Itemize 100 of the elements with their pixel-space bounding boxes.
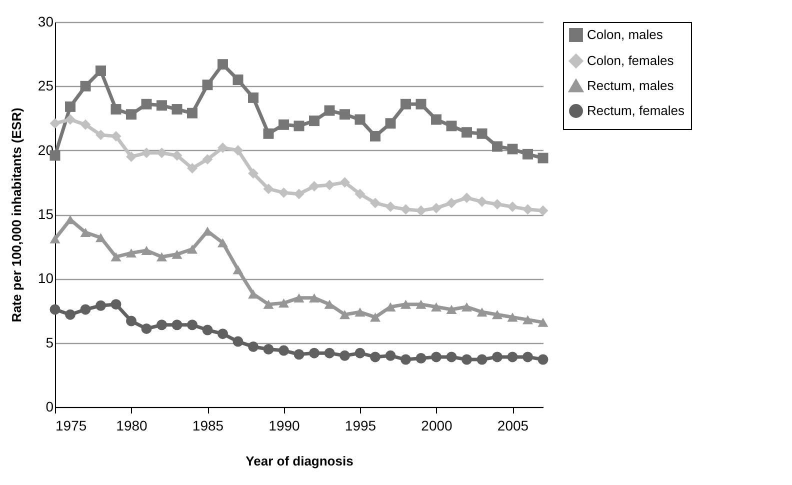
- point: [202, 154, 213, 165]
- point: [416, 353, 426, 364]
- y-tick-label: 25: [38, 78, 54, 94]
- point: [370, 130, 380, 142]
- point: [370, 312, 380, 322]
- point: [65, 309, 76, 320]
- point: [492, 198, 502, 210]
- point: [50, 304, 60, 315]
- legend-label: Colon, females: [587, 53, 674, 68]
- point: [232, 145, 244, 156]
- point: [80, 228, 91, 238]
- point: [538, 205, 548, 216]
- point: [340, 310, 350, 320]
- point: [187, 163, 198, 174]
- point: [278, 187, 289, 198]
- point: [263, 344, 274, 354]
- y-tick-label: 30: [38, 14, 54, 30]
- point: [416, 98, 426, 110]
- point: [65, 114, 76, 125]
- point: [400, 204, 411, 215]
- point: [187, 320, 198, 330]
- point: [370, 352, 380, 362]
- point: [492, 141, 502, 152]
- point: [126, 316, 136, 326]
- point: [218, 328, 228, 340]
- point: [172, 320, 182, 330]
- point: [278, 298, 289, 308]
- point: [400, 300, 411, 309]
- point: [492, 310, 502, 320]
- point: [248, 168, 258, 179]
- point: [232, 265, 244, 274]
- point: [538, 152, 548, 164]
- point: [446, 352, 457, 362]
- point: [340, 177, 350, 188]
- point: [354, 188, 366, 200]
- point: [385, 202, 396, 212]
- y-tick-label: 5: [46, 334, 54, 350]
- point: [294, 349, 304, 360]
- point: [156, 320, 167, 330]
- point: [324, 300, 335, 309]
- point: [80, 119, 91, 130]
- point: [522, 204, 533, 215]
- point: [141, 98, 152, 110]
- x-tick-label: 1980: [116, 418, 148, 434]
- point: [141, 323, 152, 334]
- point: [476, 307, 488, 317]
- point: [522, 315, 533, 324]
- point: [354, 307, 366, 317]
- point: [141, 246, 152, 255]
- point: [324, 348, 335, 358]
- point: [446, 304, 457, 314]
- point: [309, 293, 320, 302]
- point: [248, 341, 258, 352]
- point: [218, 59, 228, 70]
- point: [446, 120, 457, 132]
- point: [400, 354, 411, 365]
- point: [522, 352, 533, 362]
- point: [354, 348, 366, 358]
- point: [248, 92, 258, 103]
- point: [126, 152, 136, 162]
- point: [232, 336, 244, 347]
- point: [309, 181, 320, 192]
- legend-label: Rectum, females: [587, 103, 686, 118]
- point: [110, 299, 122, 310]
- point: [431, 352, 442, 362]
- x-axis-title: Year of diagnosis: [246, 454, 354, 468]
- point: [248, 290, 258, 299]
- legend-label: Colon, males: [587, 27, 664, 42]
- point: [80, 304, 91, 315]
- point: [218, 142, 228, 154]
- point: [202, 324, 213, 336]
- point: [263, 300, 274, 309]
- point: [110, 130, 122, 142]
- x-tick-label: 2005: [497, 418, 529, 434]
- x-tick-label: 1990: [268, 418, 300, 434]
- point: [476, 354, 488, 365]
- point: [294, 120, 304, 132]
- point: [263, 128, 274, 139]
- point: [522, 148, 533, 160]
- y-tick-label: 10: [38, 270, 54, 286]
- point: [400, 98, 411, 110]
- point: [462, 192, 472, 204]
- y-axis-title: Rate per 100,000 inhabitants (ESR): [8, 108, 24, 322]
- point: [538, 318, 548, 327]
- point: [156, 252, 167, 262]
- y-tick-label: 15: [38, 206, 54, 222]
- point: [202, 80, 213, 90]
- point: [446, 198, 457, 208]
- point: [385, 118, 396, 129]
- point: [126, 248, 136, 258]
- point: [309, 116, 320, 126]
- point: [187, 244, 198, 254]
- point: [278, 119, 289, 130]
- point: [309, 348, 320, 358]
- point: [340, 109, 350, 120]
- point: [431, 114, 442, 125]
- point: [263, 184, 274, 194]
- point: [462, 354, 472, 365]
- point: [156, 100, 167, 111]
- point: [110, 104, 122, 115]
